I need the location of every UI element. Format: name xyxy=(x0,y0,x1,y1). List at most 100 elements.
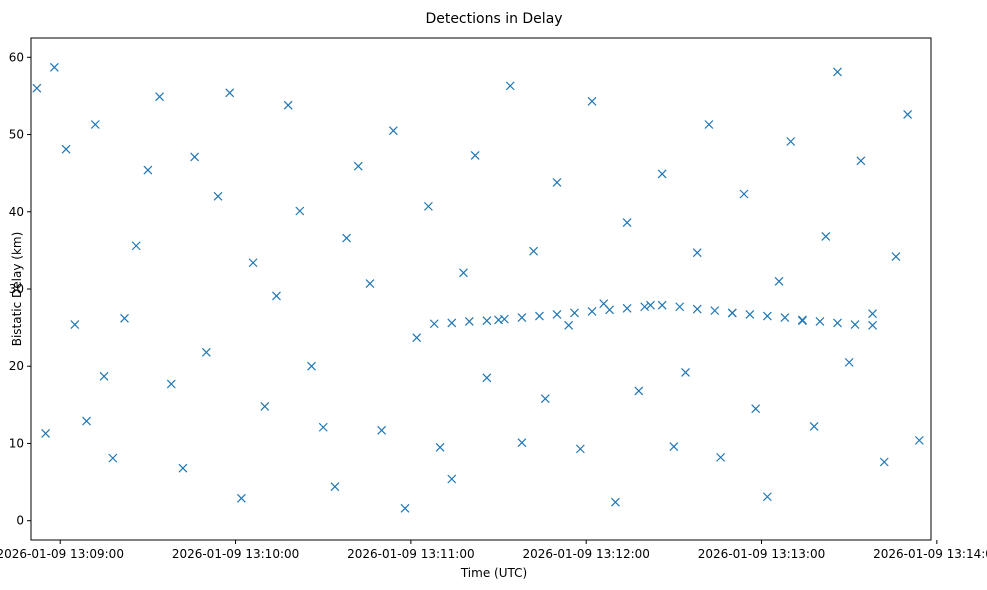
data-point xyxy=(447,318,457,328)
data-point xyxy=(552,177,562,187)
data-point xyxy=(108,453,118,463)
data-point xyxy=(780,313,790,322)
data-point xyxy=(131,241,141,251)
data-point xyxy=(90,120,100,129)
data-point xyxy=(82,416,91,426)
data-point xyxy=(464,317,474,326)
data-point xyxy=(377,425,387,435)
y-tick-label: 30 xyxy=(9,282,24,296)
y-axis-label: Bistatic Delay (km) xyxy=(10,232,24,347)
data-point xyxy=(692,304,702,314)
data-point xyxy=(850,320,860,329)
x-axis-label: Time (UTC) xyxy=(460,566,527,580)
data-point xyxy=(49,62,59,72)
data-point xyxy=(762,492,772,502)
data-point xyxy=(762,311,772,321)
data-point xyxy=(903,110,913,119)
data-point xyxy=(388,126,398,136)
scatter-points xyxy=(32,62,924,513)
y-tick-label: 10 xyxy=(9,436,24,450)
data-point xyxy=(646,300,655,310)
data-point xyxy=(529,246,539,256)
data-point xyxy=(155,92,164,102)
data-point xyxy=(798,315,807,325)
x-tick-label: 2026-01-09 13:10:00 xyxy=(172,547,299,561)
data-point xyxy=(815,317,825,326)
data-point xyxy=(535,311,544,321)
data-point xyxy=(809,422,819,431)
x-tick-label: 2026-01-09 13:13:00 xyxy=(698,547,825,561)
data-point xyxy=(587,306,597,316)
data-point xyxy=(739,189,749,199)
data-point xyxy=(482,373,492,383)
data-point xyxy=(70,320,80,329)
data-point xyxy=(482,316,492,326)
data-point xyxy=(587,96,597,106)
data-point xyxy=(201,347,211,357)
data-point xyxy=(692,248,702,258)
x-tick-label: 2026-01-09 13:14:00 xyxy=(873,547,987,561)
data-point xyxy=(914,435,924,445)
data-point xyxy=(412,333,422,343)
data-point xyxy=(675,302,685,312)
data-point xyxy=(353,161,363,171)
data-point xyxy=(634,386,644,396)
data-point xyxy=(295,206,305,216)
data-point xyxy=(774,276,784,286)
data-point xyxy=(365,279,375,289)
x-tick-label: 2026-01-09 13:09:00 xyxy=(0,547,124,561)
data-point xyxy=(610,497,620,507)
data-point xyxy=(657,300,667,310)
data-point xyxy=(681,367,690,377)
x-tick-label: 2026-01-09 13:12:00 xyxy=(522,547,649,561)
data-point xyxy=(99,371,109,381)
data-point xyxy=(640,302,650,312)
x-axis-ticks: 2026-01-09 13:09:00 2026-01-09 13:10:00 20… xyxy=(0,540,987,561)
data-point xyxy=(868,309,877,319)
data-point xyxy=(143,165,153,175)
data-point xyxy=(248,258,258,268)
data-point xyxy=(120,313,129,323)
data-point xyxy=(342,233,352,243)
data-point xyxy=(891,252,901,261)
data-point xyxy=(505,81,515,91)
data-point xyxy=(751,404,761,414)
data-point xyxy=(330,482,340,492)
data-point xyxy=(166,379,176,389)
data-point xyxy=(41,428,51,438)
data-point xyxy=(190,152,200,162)
data-point xyxy=(564,320,574,330)
data-point xyxy=(61,144,71,154)
data-point xyxy=(704,120,714,129)
data-point xyxy=(307,361,316,371)
y-axis-ticks: 0 10 20 30 40 50 60 xyxy=(9,50,31,528)
data-point xyxy=(575,444,585,454)
data-point xyxy=(470,150,480,160)
data-point xyxy=(622,303,632,313)
y-tick-label: 40 xyxy=(9,205,24,219)
data-point xyxy=(868,320,877,330)
plot-frame xyxy=(30,37,932,541)
data-point xyxy=(517,313,527,322)
data-point xyxy=(423,201,433,211)
data-point xyxy=(499,314,509,324)
data-point xyxy=(260,401,270,411)
data-point xyxy=(570,308,579,318)
data-point xyxy=(605,305,614,315)
data-point xyxy=(400,503,410,513)
data-point xyxy=(517,438,527,448)
chart-title: Detections in Delay xyxy=(425,11,562,27)
x-tick-label: 2026-01-09 13:11:00 xyxy=(347,547,474,561)
data-point xyxy=(435,442,445,452)
data-point xyxy=(844,357,854,367)
data-point xyxy=(669,442,679,451)
data-point xyxy=(236,493,246,503)
data-point xyxy=(283,100,293,110)
data-point xyxy=(622,218,632,228)
data-point xyxy=(879,457,889,467)
data-point xyxy=(272,291,281,301)
data-point xyxy=(745,310,755,319)
data-point xyxy=(833,318,842,328)
